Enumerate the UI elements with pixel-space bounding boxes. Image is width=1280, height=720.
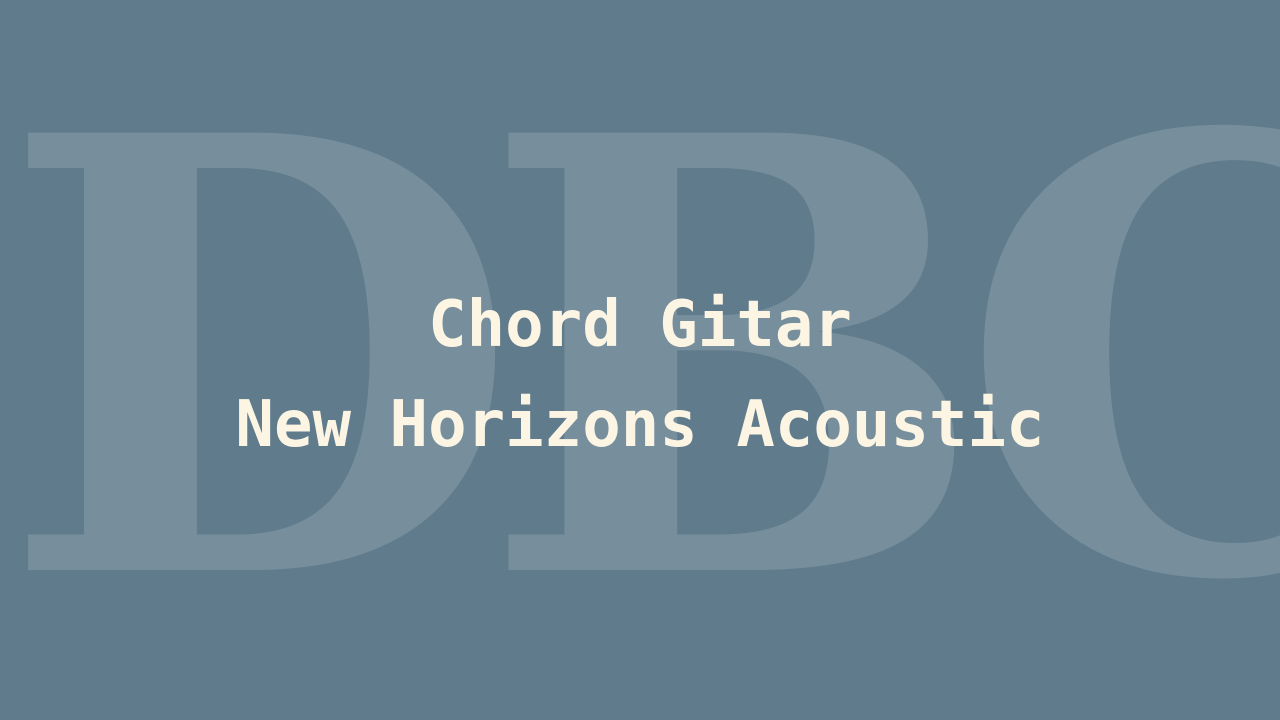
dbc-watermark-logo: DBC <box>0 7 1280 712</box>
title-block: Chord Gitar New Horizons Acoustic <box>0 275 1280 475</box>
title-line-chord-gitar: Chord Gitar <box>428 288 852 362</box>
title-line-song-name: New Horizons Acoustic <box>235 388 1045 462</box>
